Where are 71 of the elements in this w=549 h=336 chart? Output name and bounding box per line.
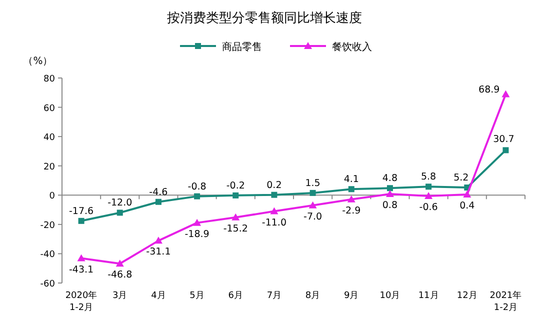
point	[386, 190, 394, 197]
point	[348, 186, 354, 192]
data-label: -7.0	[304, 211, 322, 222]
x-tick-label: 4月	[151, 291, 166, 301]
data-label: -43.1	[68, 264, 94, 276]
point	[232, 213, 240, 220]
point	[193, 218, 202, 226]
y-tick-label: 20	[44, 162, 56, 172]
data-label: -15.2	[223, 223, 248, 234]
y-tick-label: 0	[49, 192, 56, 202]
point	[386, 185, 393, 192]
point	[232, 192, 239, 198]
x-tick-label: 5月	[190, 291, 204, 301]
y-tick-label: -20	[40, 220, 56, 231]
data-label: -46.8	[108, 270, 132, 281]
point	[116, 210, 123, 216]
y-axis-title: （%）	[23, 56, 53, 67]
data-label: 0.4	[460, 200, 475, 212]
data-label: 0.2	[266, 180, 282, 191]
point	[426, 184, 432, 190]
data-label: -0.6	[419, 202, 438, 214]
point	[116, 260, 124, 267]
point	[463, 190, 472, 198]
legend-label: 商品零售	[222, 41, 262, 53]
data-label: -12.0	[108, 198, 132, 209]
legend-label: 餐饮收入	[332, 41, 372, 53]
point	[77, 254, 86, 262]
x-tick-label: 8月	[305, 291, 320, 301]
data-label: -11.0	[262, 217, 287, 228]
point	[502, 90, 510, 98]
point	[155, 198, 162, 205]
data-label: 30.7	[493, 134, 514, 146]
data-label: 4.1	[344, 174, 359, 186]
point	[154, 236, 162, 244]
x-tick-label: 6月	[228, 291, 243, 301]
point	[347, 195, 356, 202]
data-label: -18.9	[184, 228, 210, 240]
data-label: 5.2	[454, 172, 469, 184]
y-tick-label: 80	[44, 74, 56, 84]
data-label: -4.6	[149, 186, 168, 198]
data-label: -0.2	[226, 180, 245, 192]
data-label: -2.9	[342, 205, 361, 216]
point	[194, 193, 200, 200]
y-tick-label: -40	[40, 250, 56, 260]
data-label: 0.8	[382, 200, 398, 211]
point	[308, 201, 317, 208]
data-label: 4.8	[382, 173, 398, 184]
data-label: 68.9	[478, 84, 500, 96]
x-tick-label: 3月	[112, 291, 128, 301]
x-tick-label: 7月	[266, 291, 282, 301]
y-tick-label: 40	[44, 133, 56, 144]
point	[271, 192, 278, 198]
x-tick-label: 11月	[418, 291, 439, 301]
data-label: -0.8	[188, 181, 206, 192]
x-tick-label: 9月	[344, 291, 359, 301]
y-tick-label: -60	[40, 280, 56, 290]
x-tick-label: 2021年 1-2月	[490, 290, 522, 313]
x-tick-label: 10月	[380, 291, 400, 301]
x-tick-label: 2020年 1-2月	[65, 290, 98, 313]
data-label: 1.5	[305, 178, 320, 189]
chart-title: 按消费类型分零售额同比增长速度	[167, 10, 362, 26]
data-label: -17.6	[68, 206, 94, 217]
point	[310, 190, 316, 196]
point	[502, 147, 509, 154]
data-label: 5.8	[420, 172, 436, 183]
point	[270, 207, 278, 214]
point	[78, 218, 84, 224]
x-tick-label: 12月	[456, 291, 478, 301]
data-label: -31.1	[146, 246, 171, 258]
point	[424, 192, 433, 200]
y-tick-label: 60	[44, 104, 56, 114]
